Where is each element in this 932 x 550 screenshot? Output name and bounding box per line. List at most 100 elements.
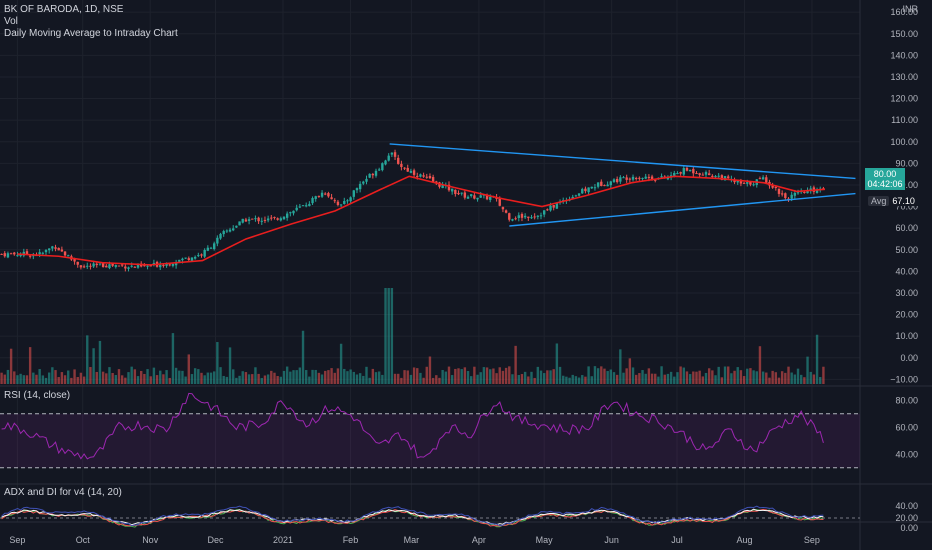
- volume-bar: [549, 370, 552, 384]
- candle: [317, 195, 321, 197]
- volume-bar: [492, 368, 495, 384]
- candle: [765, 177, 768, 183]
- volume-bar: [530, 371, 533, 384]
- candle: [254, 218, 257, 220]
- candle: [387, 155, 390, 161]
- volume-bar: [546, 370, 549, 384]
- volume-bar: [292, 370, 295, 384]
- candle: [225, 230, 229, 232]
- candle: [416, 175, 419, 177]
- candle: [362, 181, 365, 184]
- avg-price-tag: Avg 67.10: [868, 195, 918, 207]
- volume-bar: [136, 376, 140, 384]
- volume-bar: [520, 374, 524, 384]
- volume-bar: [336, 368, 340, 384]
- volume-bar: [619, 349, 622, 384]
- volume-bar: [615, 374, 619, 384]
- volume-bar: [73, 369, 76, 384]
- volume-bar: [644, 373, 647, 384]
- bar-countdown: 04:42:06: [867, 179, 903, 189]
- volume-bar: [216, 342, 219, 384]
- volume-bar: [574, 376, 578, 384]
- candle: [327, 193, 330, 197]
- volume-bar: [641, 370, 644, 384]
- volume-bar: [92, 348, 95, 384]
- volume-bar: [203, 375, 206, 384]
- volume-bar: [593, 366, 597, 384]
- volume-bar: [51, 367, 54, 384]
- candle: [520, 214, 524, 218]
- volume-bar: [425, 366, 428, 384]
- time-axis-label: Jun: [604, 535, 619, 545]
- candle: [38, 252, 41, 255]
- candle: [698, 173, 701, 175]
- volume-bar: [565, 376, 568, 384]
- volume-bar: [469, 376, 473, 384]
- volume-bar: [742, 376, 746, 384]
- candle: [171, 263, 175, 266]
- volume-bar: [746, 368, 749, 384]
- volume-bar: [466, 371, 470, 384]
- candle: [203, 249, 206, 257]
- volume-bar: [596, 368, 600, 384]
- volume-bar: [600, 366, 603, 384]
- volume-bar: [523, 371, 527, 384]
- candle: [673, 172, 676, 176]
- candle: [266, 218, 270, 221]
- volume-bar: [698, 370, 701, 384]
- candle: [641, 177, 644, 179]
- candle: [117, 265, 121, 267]
- volume-bar: [555, 343, 559, 384]
- candle: [3, 253, 6, 257]
- volume-bar: [200, 372, 203, 384]
- volume-bar: [358, 373, 362, 384]
- candle: [422, 175, 425, 177]
- candle: [742, 182, 746, 184]
- candle: [60, 249, 64, 252]
- volume-bar: [311, 369, 314, 384]
- candle: [263, 219, 267, 221]
- candle: [425, 176, 428, 178]
- avg-label: Avg: [868, 196, 890, 206]
- volume-bar: [527, 376, 530, 384]
- candle: [285, 213, 289, 218]
- volume-bar: [577, 377, 581, 384]
- candle: [368, 173, 371, 178]
- candle: [533, 216, 536, 218]
- candle: [600, 181, 603, 186]
- volume-bar: [67, 370, 70, 384]
- rsi-axis-label: 80.00: [895, 395, 918, 405]
- candle: [660, 176, 663, 178]
- volume-bar: [511, 374, 514, 384]
- volume-bar: [6, 369, 10, 384]
- volume-bar: [181, 370, 184, 384]
- volume-bar: [174, 367, 178, 384]
- candle: [136, 264, 140, 268]
- volume-bar: [476, 374, 479, 384]
- candle: [257, 217, 260, 222]
- volume-bar: [730, 373, 733, 384]
- candle: [527, 216, 530, 218]
- volume-bar: [235, 377, 238, 384]
- volume-bar: [714, 375, 717, 384]
- candle: [584, 188, 587, 192]
- candle: [279, 218, 283, 221]
- volume-bar: [695, 371, 698, 384]
- volume-bar: [774, 372, 778, 384]
- candle: [330, 197, 333, 200]
- candle: [758, 178, 762, 180]
- volume-bar: [63, 375, 67, 384]
- candle: [682, 168, 685, 175]
- candle: [384, 160, 387, 165]
- price-axis-label: 90.00: [895, 158, 918, 168]
- candle: [546, 209, 549, 211]
- volume-bar: [241, 371, 244, 384]
- candle: [536, 215, 540, 217]
- volume-bar: [377, 371, 381, 384]
- volume-bar: [57, 377, 60, 384]
- volume-bar: [146, 369, 149, 384]
- price-axis-label: 150.00: [890, 29, 918, 39]
- volume-bar: [70, 377, 73, 384]
- volume-bar: [374, 372, 378, 384]
